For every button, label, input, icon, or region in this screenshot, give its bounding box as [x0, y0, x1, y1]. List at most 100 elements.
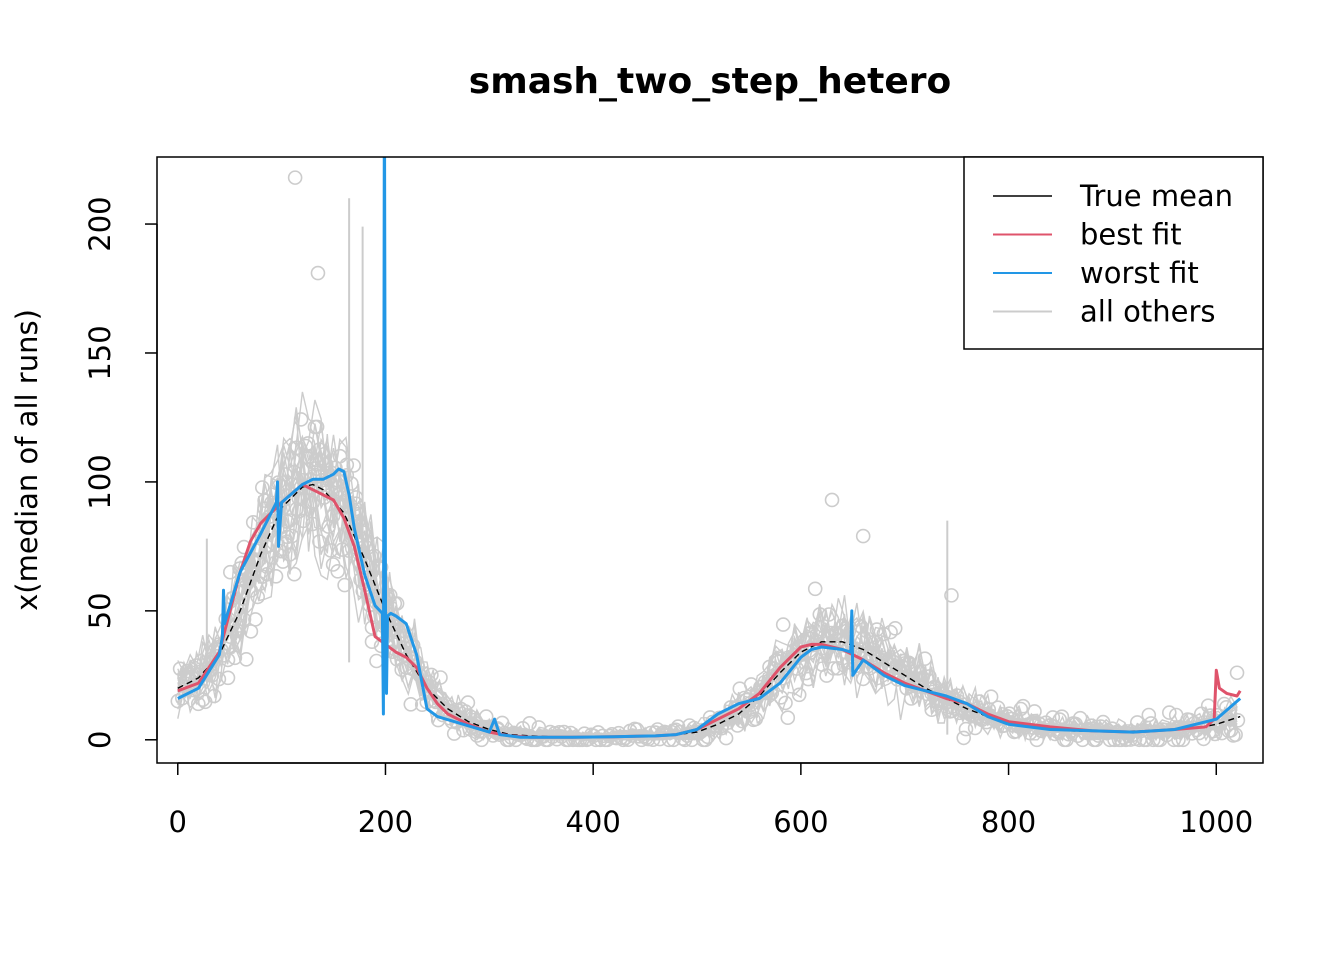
observation-point — [778, 695, 793, 711]
observation-point — [1171, 732, 1186, 748]
observation-point — [175, 690, 190, 706]
observation-point — [314, 453, 330, 469]
observation-point — [284, 528, 300, 544]
other-run-line-9 — [177, 488, 1238, 742]
observation-point — [312, 442, 327, 457]
observation-point — [780, 710, 796, 726]
legend-label-2: worst fit — [1080, 256, 1199, 290]
observation-point — [403, 696, 419, 712]
observation-point — [389, 596, 405, 611]
observation-point — [207, 688, 222, 704]
observation-point — [286, 566, 302, 582]
y-tick-label-200: 200 — [83, 196, 117, 251]
observation-point — [1214, 725, 1230, 741]
observation-point — [730, 718, 745, 733]
observation-point — [344, 476, 359, 491]
chart-title: smash_two_step_hetero — [469, 61, 951, 102]
observation-point — [248, 612, 263, 627]
observation-point — [318, 457, 334, 472]
observation-point — [700, 729, 716, 745]
observation-point — [373, 559, 389, 575]
observation-point — [346, 458, 362, 473]
observation-point — [366, 609, 382, 625]
observation-point — [798, 665, 814, 681]
x-tick-label-200: 200 — [358, 805, 413, 839]
observation-point — [944, 703, 960, 719]
observation-point — [990, 700, 1006, 716]
observation-point — [220, 652, 236, 668]
observation-point — [273, 543, 288, 559]
main-series-layer — [177, 157, 1242, 739]
observation-point — [775, 617, 791, 632]
observation-point — [958, 721, 974, 737]
observation-point — [876, 626, 892, 642]
observation-point — [200, 664, 215, 680]
y-tick-label-150: 150 — [83, 325, 117, 380]
observation-point — [832, 632, 848, 648]
observation-point — [312, 534, 327, 549]
observation-point — [433, 670, 448, 685]
observation-point — [1052, 712, 1067, 727]
observation-point — [460, 695, 476, 710]
observation-point — [1029, 732, 1045, 748]
observation-point — [426, 693, 442, 708]
observation-point — [172, 661, 188, 677]
observation-point — [268, 568, 284, 584]
observation-point — [604, 726, 620, 742]
observation-point — [1104, 721, 1120, 737]
observation-point — [330, 563, 346, 579]
observation-point — [462, 709, 478, 724]
y-tick-label-100: 100 — [83, 454, 117, 509]
x-tick-label-600: 600 — [773, 805, 828, 839]
observation-point — [211, 671, 227, 687]
observation-point — [1219, 699, 1234, 715]
observation-point — [223, 564, 238, 580]
observation-point — [826, 661, 841, 676]
observation-point — [405, 637, 421, 653]
observation-point — [915, 670, 930, 686]
observation-point — [807, 581, 823, 597]
observation-point — [1166, 732, 1182, 748]
observation-point — [901, 655, 917, 671]
observation-point — [908, 670, 924, 686]
observation-point — [718, 730, 734, 746]
outlier-point-1 — [310, 265, 326, 281]
observation-point — [1228, 727, 1243, 743]
outlier-point-2 — [824, 492, 840, 508]
observation-point — [769, 652, 784, 668]
observation-point — [282, 547, 298, 562]
observation-point — [458, 704, 473, 719]
worst-fit-line — [177, 157, 1242, 739]
observation-point — [298, 449, 314, 465]
x-tick-label-0: 0 — [169, 805, 187, 839]
legend: True mean best fit worst fit all others — [963, 156, 1264, 350]
observation-point — [1210, 707, 1225, 723]
observation-point — [812, 607, 828, 622]
observation-point — [259, 566, 275, 582]
observation-point — [1013, 701, 1029, 717]
observation-point — [334, 542, 350, 557]
observation-point — [300, 436, 316, 451]
observation-point — [1207, 726, 1223, 742]
y-axis-label: x(median of all runs) — [10, 309, 44, 611]
observation-point — [853, 618, 869, 634]
observation-point — [800, 671, 816, 687]
observation-point — [791, 687, 807, 703]
observation-point — [293, 412, 309, 427]
observation-point — [339, 457, 355, 473]
observation-point — [396, 623, 412, 639]
observation-point — [286, 464, 302, 480]
observation-point — [227, 650, 243, 666]
observation-point — [446, 726, 462, 741]
x-axis: 0 200 400 600 800 1000 — [169, 762, 1253, 839]
y-tick-label-0: 0 — [83, 731, 117, 749]
observation-point — [220, 670, 236, 686]
outlier-point-3 — [855, 528, 871, 544]
observation-point — [428, 694, 444, 710]
legend-label-1: best fit — [1080, 218, 1182, 252]
observation-point — [983, 689, 999, 705]
observation-point — [821, 607, 837, 622]
observation-point — [309, 419, 325, 435]
legend-label-3: all others — [1080, 295, 1215, 329]
